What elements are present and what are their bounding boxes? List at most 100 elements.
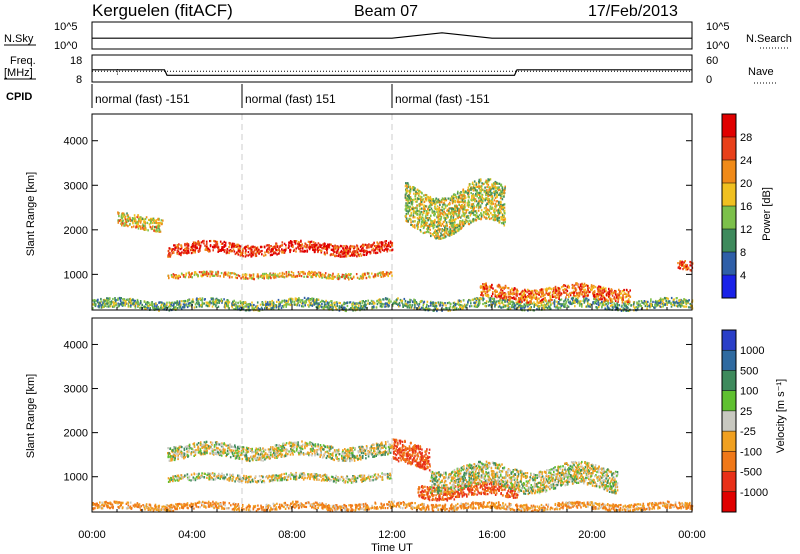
data-cell — [120, 222, 123, 225]
data-cell — [176, 249, 179, 252]
data-cell — [554, 287, 557, 290]
data-cell — [199, 244, 201, 247]
data-cell — [369, 276, 371, 279]
data-cell — [164, 306, 167, 309]
data-cell — [441, 228, 444, 231]
data-cell — [325, 303, 327, 306]
data-cell — [302, 270, 304, 274]
data-cell — [361, 301, 364, 304]
data-cell — [491, 203, 493, 206]
data-cell — [338, 246, 341, 249]
data-cell — [602, 303, 604, 306]
data-cell — [424, 207, 426, 210]
data-cell — [347, 250, 349, 253]
data-cell — [503, 194, 505, 197]
data-cell — [123, 298, 126, 301]
data-cell — [494, 305, 496, 308]
data-cell — [336, 304, 339, 308]
data-cell — [313, 247, 315, 250]
data-cell — [482, 297, 484, 300]
data-cell — [425, 305, 428, 309]
data-cell — [170, 274, 173, 277]
data-cell — [474, 194, 477, 197]
data-cell — [461, 199, 464, 202]
data-cell — [235, 301, 237, 304]
data-cell — [599, 285, 602, 288]
freq-panel-frame — [91, 54, 693, 83]
data-cell — [475, 219, 477, 222]
data-cell — [406, 182, 409, 185]
data-cell — [462, 188, 465, 191]
data-cell — [265, 304, 267, 307]
data-cell — [673, 304, 676, 307]
data-cell — [392, 302, 395, 305]
data-cell — [208, 250, 210, 253]
data-cell — [379, 274, 382, 277]
data-cell — [448, 307, 451, 311]
data-cell — [197, 303, 199, 306]
data-cell — [147, 229, 149, 232]
data-cell — [627, 303, 630, 306]
data-cell — [462, 210, 464, 213]
data-cell — [497, 213, 500, 216]
data-cell — [345, 273, 347, 276]
data-cell — [119, 298, 122, 302]
data-cell — [244, 305, 246, 308]
data-cell — [272, 301, 275, 304]
data-cell — [482, 299, 484, 302]
data-cell — [186, 245, 189, 248]
data-cell — [220, 249, 222, 252]
data-cell — [451, 221, 453, 224]
data-cell — [351, 306, 354, 309]
data-cell — [405, 304, 407, 307]
data-cell — [265, 274, 268, 277]
data-cell — [433, 305, 436, 308]
data-cell — [155, 302, 157, 305]
data-cell — [196, 247, 198, 250]
data-cell — [313, 273, 315, 276]
data-cell — [430, 214, 432, 217]
data-cell — [487, 300, 490, 303]
data-cell — [281, 301, 283, 304]
data-cell — [277, 298, 280, 302]
data-cell — [386, 250, 389, 253]
data-cell — [355, 307, 358, 310]
data-cell — [565, 296, 567, 299]
data-cell — [436, 236, 439, 239]
data-cell — [687, 301, 689, 305]
data-cell — [585, 284, 588, 287]
data-cell — [290, 300, 292, 303]
data-cell — [542, 297, 545, 300]
data-cell — [422, 208, 425, 211]
data-cell — [471, 203, 473, 206]
data-cell — [199, 249, 201, 252]
data-cell — [371, 249, 373, 252]
data-cell — [299, 250, 302, 253]
data-cell — [429, 301, 432, 305]
data-cell — [134, 218, 136, 221]
data-cell — [172, 248, 174, 251]
data-cell — [446, 204, 448, 207]
data-cell — [368, 245, 370, 248]
data-cell — [294, 242, 297, 245]
data-cell — [390, 241, 392, 244]
data-cell — [106, 299, 108, 302]
data-cell — [388, 243, 390, 246]
data-cell — [589, 305, 591, 308]
data-cell — [313, 249, 315, 252]
data-cell — [224, 301, 227, 305]
data-cell — [180, 303, 182, 306]
data-cell — [380, 275, 383, 278]
data-cell — [334, 301, 336, 304]
data-cell — [127, 215, 130, 218]
data-cell — [434, 212, 436, 215]
data-cell — [470, 302, 472, 305]
data-cell — [501, 292, 503, 296]
data-cell — [238, 307, 241, 310]
data-cell — [346, 301, 349, 305]
data-cell — [438, 206, 441, 209]
data-cell — [184, 303, 186, 306]
data-cell — [420, 196, 423, 199]
data-cell — [137, 214, 140, 217]
data-cell — [501, 214, 504, 217]
